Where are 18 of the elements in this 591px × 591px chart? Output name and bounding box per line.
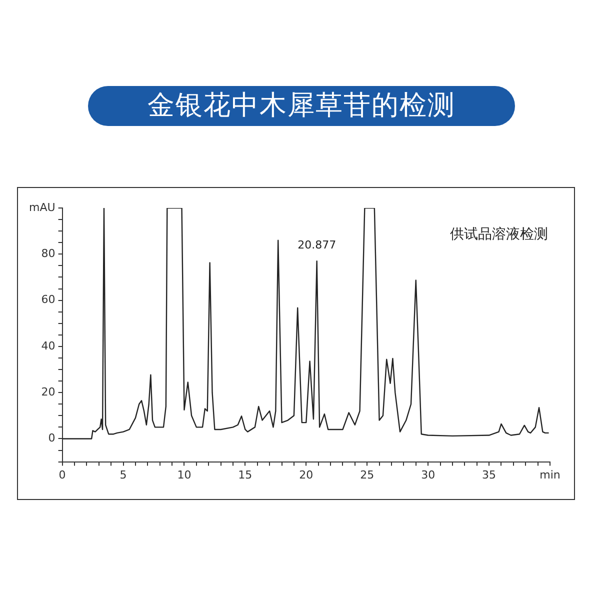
x-tick-label: 30 bbox=[421, 468, 436, 482]
y-tick-label: 20 bbox=[41, 385, 56, 398]
x-tick-label: min bbox=[540, 468, 560, 482]
x-tick-label: 20 bbox=[299, 468, 314, 482]
chart-title: 金银花中木犀草苷的检测 bbox=[88, 86, 515, 126]
x-tick-label: 15 bbox=[238, 468, 252, 482]
x-tick-label: 0 bbox=[58, 468, 66, 482]
x-tick-label: 10 bbox=[177, 468, 192, 482]
y-tick-label: 40 bbox=[41, 339, 56, 352]
x-tick-label: 25 bbox=[360, 468, 374, 482]
x-tick-label: 35 bbox=[482, 468, 496, 482]
y-tick-label: 0 bbox=[48, 432, 56, 445]
y-tick-label: 80 bbox=[41, 247, 56, 260]
annotation: 20.877 bbox=[298, 238, 336, 252]
annotation: 供试品溶液检测 bbox=[450, 226, 548, 243]
x-tick-label: 5 bbox=[120, 468, 127, 482]
y-tick-label: 60 bbox=[41, 293, 56, 306]
y-tick-label: mAU bbox=[28, 200, 56, 214]
